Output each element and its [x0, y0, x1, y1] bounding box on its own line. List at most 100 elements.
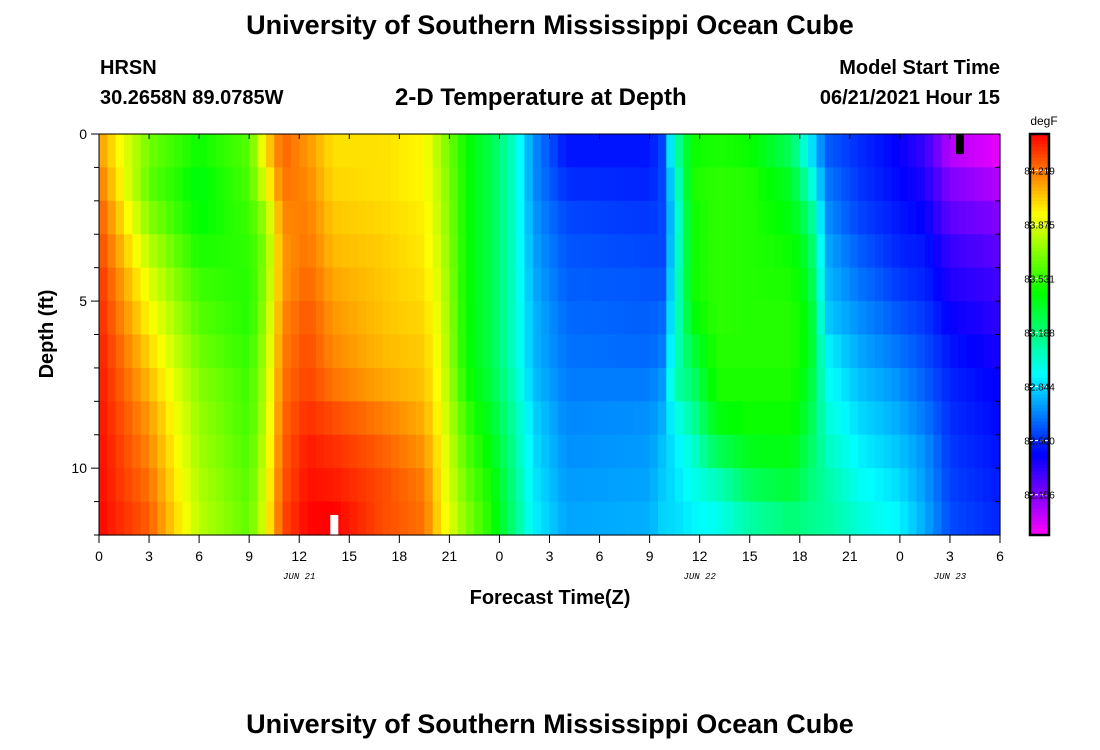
station-coordinates: 30.2658N 89.0785W: [100, 87, 284, 109]
heatmap-cell: [265, 434, 275, 469]
heatmap-cell: [699, 501, 709, 536]
heatmap-cell: [207, 434, 217, 469]
heatmap-cell: [557, 167, 567, 202]
colorbar-segment: [1030, 494, 1049, 499]
heatmap-cell: [941, 401, 951, 436]
heatmap-cell: [799, 468, 809, 503]
heatmap-cell: [899, 167, 909, 202]
heatmap-cell: [140, 501, 150, 536]
heatmap-cell: [507, 167, 517, 202]
heatmap-cell: [691, 401, 701, 436]
heatmap-cell: [766, 334, 776, 369]
heatmap-cell: [174, 334, 184, 369]
heatmap-cell: [390, 501, 400, 536]
heatmap-cell: [674, 501, 684, 536]
heatmap-cell: [165, 367, 175, 402]
heatmap-cell: [541, 167, 551, 202]
heatmap-cell: [549, 434, 559, 469]
heatmap-cell: [249, 134, 259, 169]
colorbar-segment: [1030, 194, 1049, 199]
heatmap-cell: [749, 334, 759, 369]
heatmap-cell: [791, 401, 801, 436]
heatmap-cell: [157, 167, 167, 202]
colorbar-segment: [1030, 518, 1049, 523]
heatmap-cell: [240, 334, 250, 369]
heatmap-cell: [691, 267, 701, 302]
heatmap-cell: [240, 468, 250, 503]
heatmap-cell: [516, 501, 526, 536]
heatmap-cell: [282, 267, 292, 302]
station-name: HRSN: [100, 57, 157, 79]
heatmap-cell: [774, 401, 784, 436]
heatmap-cell: [165, 434, 175, 469]
heatmap-cell: [682, 301, 692, 336]
heatmap-cell: [974, 367, 984, 402]
heatmap-cell: [883, 234, 893, 269]
heatmap-cell: [824, 234, 834, 269]
heatmap-cell: [641, 501, 651, 536]
heatmap-cell: [841, 200, 851, 235]
heatmap-cell: [966, 267, 976, 302]
heatmap-cell: [599, 267, 609, 302]
heatmap-cell: [449, 434, 459, 469]
heatmap-cell: [524, 367, 534, 402]
heatmap-cell: [107, 167, 117, 202]
heatmap-cell: [274, 501, 284, 536]
heatmap-cell: [766, 267, 776, 302]
heatmap-cell: [733, 401, 742, 436]
heatmap-cell: [849, 267, 859, 302]
heatmap-cell: [390, 301, 400, 336]
heatmap-cell: [933, 267, 943, 302]
model-start-value: 06/21/2021 Hour 15: [819, 87, 1000, 109]
heatmap-cell: [566, 334, 576, 369]
heatmap-cell: [908, 234, 918, 269]
colorbar-segment: [1030, 247, 1049, 252]
heatmap-cell: [966, 200, 976, 235]
heatmap-cell: [190, 167, 200, 202]
heatmap-cell: [107, 501, 117, 536]
heatmap-cell: [149, 367, 158, 402]
heatmap-cell: [399, 134, 409, 169]
heatmap-cell: [499, 301, 509, 336]
heatmap-cell: [349, 167, 359, 202]
heatmap-cell: [182, 301, 192, 336]
heatmap-cell: [841, 267, 851, 302]
heatmap-cell: [215, 134, 225, 169]
heatmap-cell: [307, 167, 317, 202]
heatmap-cell: [357, 501, 367, 536]
heatmap-cell: [532, 501, 542, 536]
x-tick-label: 3: [946, 548, 954, 564]
heatmap-cell: [599, 401, 609, 436]
heatmap-cell: [491, 200, 501, 235]
heatmap-cell: [858, 367, 868, 402]
colorbar-segment: [1030, 197, 1049, 202]
heatmap-cell: [340, 167, 350, 202]
y-axis-label: Depth (ft): [36, 290, 58, 379]
heatmap-cell: [190, 301, 200, 336]
heatmap-cell: [874, 234, 884, 269]
heatmap-cell: [115, 167, 125, 202]
heatmap-cell: [599, 234, 609, 269]
heatmap-cell: [733, 234, 742, 269]
heatmap-cell: [432, 434, 442, 469]
heatmap-cell: [424, 301, 434, 336]
heatmap-cell: [783, 501, 793, 536]
heatmap-cell: [783, 200, 793, 235]
heatmap-cell: [374, 200, 384, 235]
heatmap-cell: [958, 200, 968, 235]
heatmap-cell: [274, 367, 284, 402]
heatmap-cell: [566, 434, 576, 469]
heatmap-cell: [399, 367, 409, 402]
heatmap-cell: [933, 200, 943, 235]
heatmap-cell: [582, 301, 592, 336]
heatmap-cell: [499, 501, 509, 536]
heatmap-cell: [165, 334, 175, 369]
heatmap-cell: [983, 434, 993, 469]
heatmap-cell: [833, 401, 843, 436]
heatmap-cell: [933, 334, 943, 369]
heatmap-cell: [657, 501, 667, 536]
heatmap-cell: [282, 468, 292, 503]
heatmap-cell: [190, 501, 200, 536]
heatmap-cell: [165, 267, 175, 302]
heatmap-cell: [307, 501, 317, 536]
